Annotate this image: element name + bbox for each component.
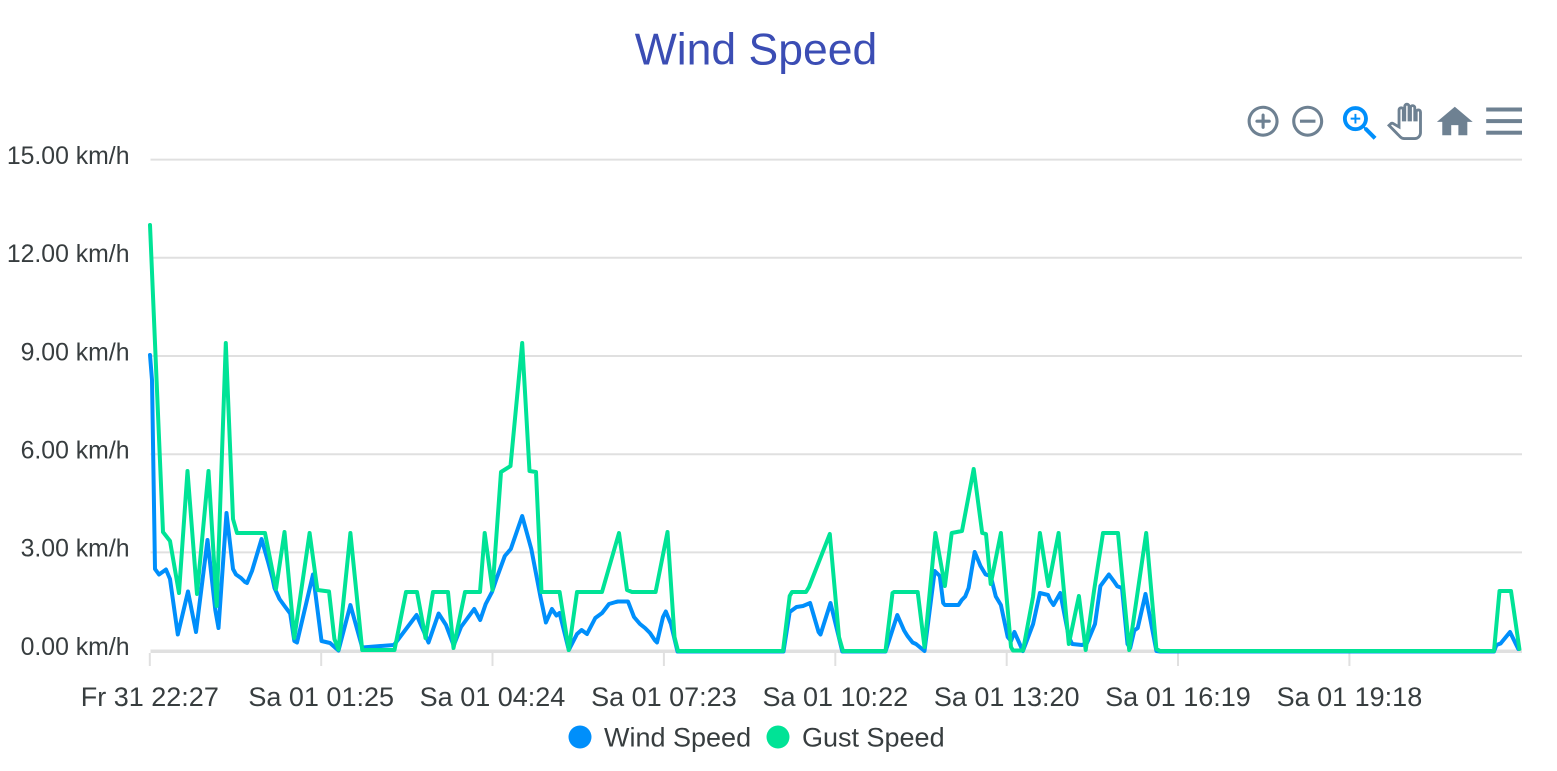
svg-text:Wind Speed: Wind Speed bbox=[635, 26, 877, 75]
svg-text:6.00 km/h: 6.00 km/h bbox=[21, 438, 130, 465]
svg-text:Sa 01 19:18: Sa 01 19:18 bbox=[1277, 682, 1423, 712]
svg-text:Sa 01 10:22: Sa 01 10:22 bbox=[762, 682, 908, 712]
svg-text:15.00 km/h: 15.00 km/h bbox=[7, 143, 130, 170]
svg-text:Sa 01 04:24: Sa 01 04:24 bbox=[420, 682, 566, 712]
svg-text:12.00 km/h: 12.00 km/h bbox=[7, 241, 130, 268]
svg-text:Sa 01 13:20: Sa 01 13:20 bbox=[934, 682, 1080, 712]
svg-text:0.00 km/h: 0.00 km/h bbox=[21, 634, 130, 661]
svg-text:Fr 31 22:27: Fr 31 22:27 bbox=[81, 682, 219, 712]
svg-text:Sa 01 07:23: Sa 01 07:23 bbox=[591, 682, 737, 712]
svg-text:Sa 01 01:25: Sa 01 01:25 bbox=[248, 682, 394, 712]
svg-text:Gust Speed: Gust Speed bbox=[802, 723, 945, 753]
svg-text:9.00 km/h: 9.00 km/h bbox=[21, 339, 130, 366]
svg-text:Sa 01 16:19: Sa 01 16:19 bbox=[1105, 682, 1251, 712]
svg-text:3.00 km/h: 3.00 km/h bbox=[21, 536, 130, 563]
svg-text:Wind Speed: Wind Speed bbox=[604, 723, 751, 753]
